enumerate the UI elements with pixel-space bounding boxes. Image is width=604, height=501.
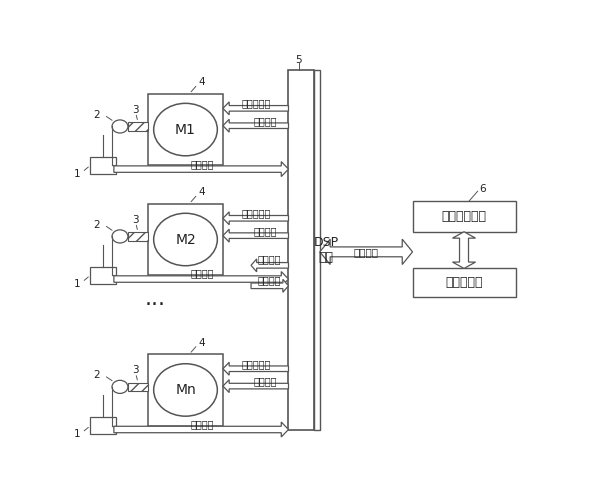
- Polygon shape: [251, 259, 289, 272]
- Text: 模拟控制量: 模拟控制量: [241, 359, 271, 369]
- Text: M1: M1: [175, 123, 196, 137]
- Text: Mn: Mn: [175, 383, 196, 397]
- Bar: [289, 70, 314, 430]
- Polygon shape: [223, 212, 289, 225]
- Bar: [91, 417, 116, 434]
- Text: 拉力信号: 拉力信号: [258, 275, 281, 285]
- Text: 6: 6: [480, 184, 486, 194]
- Text: 2: 2: [94, 220, 100, 230]
- Text: 数据总线: 数据总线: [354, 247, 379, 257]
- Polygon shape: [223, 229, 289, 242]
- Text: 3: 3: [132, 215, 139, 225]
- Polygon shape: [223, 380, 289, 393]
- Text: 启停指令: 启停指令: [258, 255, 281, 265]
- Text: 5: 5: [295, 55, 302, 65]
- Text: M2: M2: [175, 232, 196, 246]
- Bar: [148, 204, 223, 275]
- Text: 拉力信号: 拉力信号: [191, 159, 214, 169]
- Bar: [413, 201, 516, 232]
- Polygon shape: [114, 272, 289, 287]
- Text: 2: 2: [94, 110, 100, 120]
- Text: 启停指令: 启停指令: [253, 376, 277, 386]
- Text: 网络通信模块: 网络通信模块: [442, 210, 487, 223]
- Text: 启停指令: 启停指令: [253, 116, 277, 126]
- Text: DSP
模块: DSP 模块: [313, 236, 338, 264]
- Text: 1: 1: [74, 279, 80, 289]
- Text: 3: 3: [132, 365, 139, 375]
- Polygon shape: [114, 162, 289, 176]
- Bar: [128, 122, 148, 131]
- Bar: [128, 232, 148, 240]
- Polygon shape: [223, 119, 289, 132]
- Bar: [128, 383, 148, 391]
- Text: ···: ···: [144, 295, 165, 315]
- Polygon shape: [320, 239, 413, 265]
- Text: 拉力信号: 拉力信号: [191, 419, 214, 429]
- Bar: [148, 94, 223, 165]
- Text: 模拟控制量: 模拟控制量: [241, 98, 271, 108]
- Bar: [314, 70, 320, 430]
- Polygon shape: [452, 232, 475, 269]
- Text: 3: 3: [132, 105, 139, 115]
- Polygon shape: [223, 102, 289, 115]
- Text: 拉力信号: 拉力信号: [191, 269, 214, 279]
- Text: 4: 4: [199, 77, 205, 87]
- Text: 启停指令: 启停指令: [253, 226, 277, 236]
- Bar: [413, 269, 516, 298]
- Bar: [148, 354, 223, 426]
- Bar: [91, 267, 116, 284]
- Text: 2: 2: [94, 370, 100, 380]
- Text: 4: 4: [199, 187, 205, 197]
- Text: 1: 1: [74, 429, 80, 439]
- Text: 监控计算机: 监控计算机: [445, 277, 483, 290]
- Text: 4: 4: [199, 338, 205, 348]
- Text: 模拟控制量: 模拟控制量: [241, 208, 271, 218]
- Bar: [91, 157, 116, 174]
- Text: 1: 1: [74, 169, 80, 179]
- Polygon shape: [223, 362, 289, 375]
- Polygon shape: [114, 422, 289, 437]
- Polygon shape: [251, 280, 289, 292]
